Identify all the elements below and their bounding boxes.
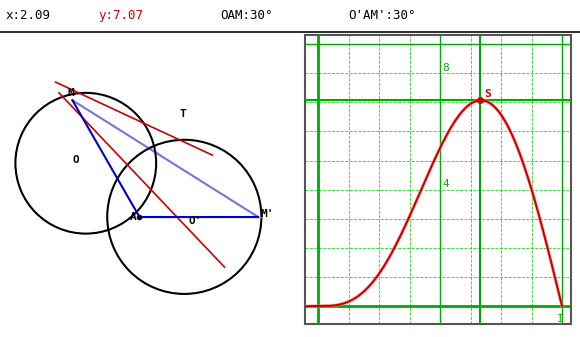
Text: x:2.09: x:2.09 — [6, 9, 51, 22]
Text: O'AM':30°: O'AM':30° — [348, 9, 415, 22]
Text: 8: 8 — [443, 63, 450, 73]
Text: T: T — [180, 109, 186, 119]
Text: 4: 4 — [443, 179, 450, 189]
Text: O': O' — [188, 216, 202, 225]
Text: O: O — [72, 155, 79, 165]
Text: S: S — [484, 89, 491, 99]
Text: A: A — [130, 212, 137, 221]
Text: OAM:30°: OAM:30° — [220, 9, 273, 22]
Text: M': M' — [261, 209, 274, 219]
Text: M: M — [68, 88, 74, 98]
Text: I: I — [557, 314, 563, 324]
Bar — [304, 35, 571, 324]
Text: y:7.07: y:7.07 — [99, 9, 144, 22]
